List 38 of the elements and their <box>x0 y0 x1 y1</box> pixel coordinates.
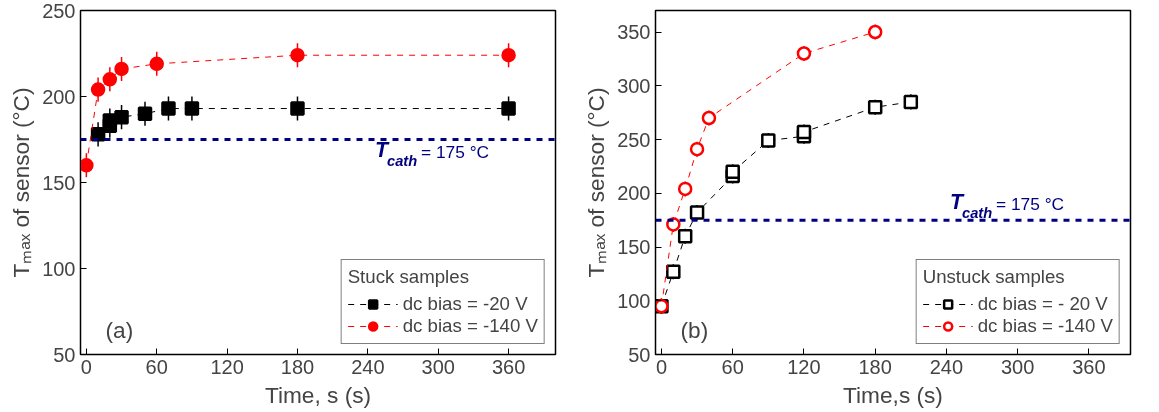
x-tick-label: 0 <box>80 355 92 378</box>
legend-title: Unstuck samples <box>922 266 1066 288</box>
y-tick-label: 150 <box>42 171 76 194</box>
annotation: (a) <box>105 316 134 343</box>
x-tick-label: 240 <box>351 355 385 378</box>
y-tick-label: 200 <box>617 182 651 205</box>
legend-label: dc bias = -140 V <box>977 315 1113 337</box>
legend-label: dc bias = - 20 V <box>977 293 1108 315</box>
x-tick-label: 120 <box>210 355 244 378</box>
y-tick-label: 100 <box>42 257 76 280</box>
y-tick-label: 350 <box>617 21 651 43</box>
x-tick-label: 180 <box>280 355 315 378</box>
y-tick-label: 250 <box>42 0 76 22</box>
x-tick-label: 120 <box>787 355 821 378</box>
x-tick-label: 360 <box>1072 355 1106 378</box>
y-tick-label: 300 <box>617 74 651 97</box>
x-tick-label: 60 <box>721 355 744 378</box>
legend-label: dc bias = -140 V <box>402 315 538 337</box>
y-tick-label: 150 <box>617 236 651 258</box>
x-tick-label: 60 <box>145 355 168 378</box>
y-tick-label: 50 <box>53 343 76 366</box>
x-tick-label: 0 <box>655 355 667 378</box>
y-tick-label: 50 <box>628 343 651 366</box>
legend-label: dc bias = -20 V <box>402 293 528 315</box>
y-axis-title: Tₘₐₓ of sensor (°C) <box>583 87 610 278</box>
legend-title: Stuck samples <box>347 266 470 288</box>
x-axis-title: Time, s (s) <box>264 381 372 408</box>
y-tick-label: 100 <box>617 289 651 312</box>
y-tick-label: 200 <box>42 85 76 108</box>
y-axis-title: Tₘₐₓ of sensor (°C) <box>8 87 35 278</box>
x-tick-label: 180 <box>858 355 892 378</box>
x-tick-label: 300 <box>1001 355 1035 378</box>
x-axis-title: Time,s (s) <box>843 381 943 408</box>
y-tick-label: 250 <box>617 128 651 151</box>
x-tick-label: 240 <box>929 355 964 378</box>
x-tick-label: 300 <box>421 355 455 378</box>
annotation: (b) <box>680 316 709 343</box>
x-tick-label: 360 <box>491 355 526 378</box>
